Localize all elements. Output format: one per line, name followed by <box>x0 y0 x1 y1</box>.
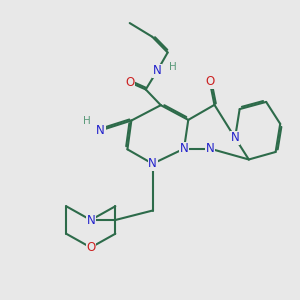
Text: O: O <box>125 76 134 89</box>
Text: H: H <box>169 61 177 72</box>
Text: N: N <box>96 124 105 137</box>
Text: O: O <box>205 76 214 88</box>
Text: N: N <box>86 214 95 226</box>
Text: H: H <box>83 116 91 126</box>
Text: N: N <box>231 131 239 144</box>
Text: N: N <box>153 64 162 77</box>
Text: N: N <box>148 157 157 170</box>
Text: N: N <box>180 142 188 155</box>
Text: O: O <box>86 241 95 254</box>
Text: N: N <box>206 142 214 155</box>
